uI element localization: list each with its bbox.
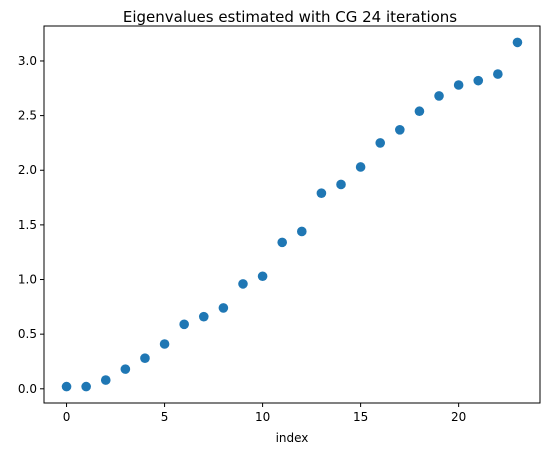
data-point — [473, 75, 484, 86]
data-point — [493, 69, 503, 79]
data-point — [355, 162, 366, 172]
y-tick-label: 0.0 — [18, 382, 37, 396]
data-point — [297, 226, 307, 237]
data-point — [395, 125, 405, 135]
x-tick-label: 10 — [255, 410, 270, 424]
data-point — [61, 381, 72, 392]
data-point — [100, 375, 111, 385]
x-axis-label: index — [276, 431, 309, 445]
data-point — [414, 106, 425, 117]
x-tick-label: 0 — [63, 410, 71, 424]
data-point — [238, 279, 248, 289]
y-tick-label: 1.0 — [18, 273, 37, 287]
data-point — [375, 138, 386, 148]
data-point — [140, 353, 150, 363]
data-point — [316, 188, 327, 198]
data-point — [434, 91, 444, 101]
data-point — [81, 381, 91, 392]
data-point — [257, 271, 268, 282]
data-point — [277, 237, 287, 248]
x-tick-label: 15 — [353, 410, 368, 424]
data-point — [453, 80, 464, 90]
data-point — [179, 319, 189, 330]
y-tick-label: 0.5 — [18, 327, 37, 341]
plot-area — [43, 25, 541, 404]
x-tick-label: 20 — [451, 410, 466, 424]
data-point — [336, 179, 346, 190]
y-tick-label: 3.0 — [18, 54, 37, 68]
y-tick-label: 2.0 — [18, 163, 37, 177]
data-point — [512, 37, 523, 48]
y-axis: 0.0 0.5 1.0 1.5 2.0 2.5 3.0 — [18, 54, 44, 396]
data-point — [218, 303, 229, 313]
y-tick-label: 1.5 — [18, 218, 37, 232]
chart-title: Eigenvalues estimated with CG 24 iterati… — [123, 8, 457, 26]
data-point — [120, 364, 131, 374]
x-axis: 0 5 10 15 20 — [63, 403, 466, 424]
x-tick-label: 5 — [161, 410, 169, 424]
data-points — [61, 37, 523, 392]
data-point — [159, 339, 170, 349]
y-tick-label: 2.5 — [18, 109, 37, 123]
data-point — [198, 311, 209, 322]
